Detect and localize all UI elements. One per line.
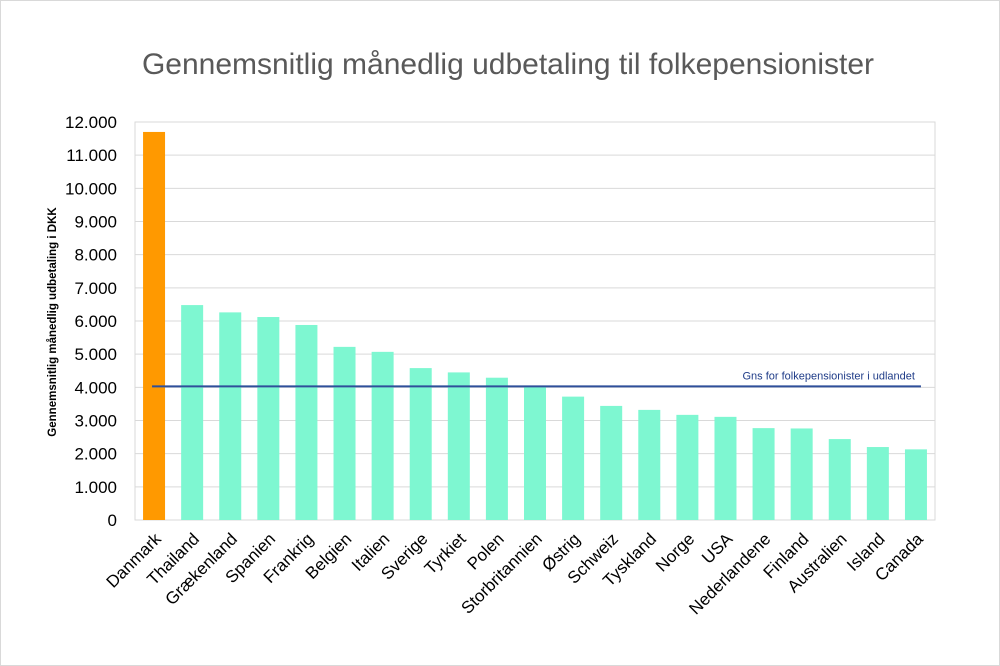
bar-thailand xyxy=(181,305,204,520)
bar-polen xyxy=(485,377,508,520)
bar-schweiz xyxy=(600,405,623,520)
bar-tyskland xyxy=(638,409,661,520)
y-axis-label: Gennemsnitlig månedlig udbetaling i DKK xyxy=(47,207,59,437)
bar-canada xyxy=(904,449,927,520)
y-tick-label: 12.000 xyxy=(65,113,117,132)
bar-østrig xyxy=(562,396,585,520)
y-tick-label: 0 xyxy=(108,511,117,530)
bar-storbritannien xyxy=(524,386,546,520)
x-tick-label: Norge xyxy=(652,529,698,575)
y-tick-label: 9.000 xyxy=(74,213,117,232)
y-tick-label: 1.000 xyxy=(74,478,117,497)
y-tick-label: 11.000 xyxy=(66,146,117,165)
x-tick-label: Tyrkiet xyxy=(421,529,470,578)
y-tick-label: 5.000 xyxy=(74,345,117,364)
bar-belgien xyxy=(333,346,356,520)
bar-usa xyxy=(714,416,737,520)
y-tick-label: 2.000 xyxy=(74,445,117,464)
bar-norge xyxy=(676,414,699,520)
bar-frankrig xyxy=(295,324,318,520)
bar-sverige xyxy=(409,368,432,520)
y-tick-label: 6.000 xyxy=(74,312,117,331)
y-tick-label: 7.000 xyxy=(74,279,117,298)
bar-tyrkiet xyxy=(447,372,470,520)
bar-spanien xyxy=(257,317,280,520)
bar-danmark xyxy=(143,131,166,520)
y-tick-label: 8.000 xyxy=(74,246,117,265)
bar-finland xyxy=(790,428,813,520)
bar-island xyxy=(866,447,889,520)
y-tick-label: 3.000 xyxy=(74,412,117,431)
y-axis-ticks: 0 1.000 2.000 3.000 4.000 5.000 6.000 7.000 8.00… xyxy=(65,113,117,530)
reference-line-label: Gns for folkepensionister i udlandet xyxy=(743,370,915,382)
bars xyxy=(143,131,927,520)
bar-grækenland xyxy=(219,312,242,520)
bar-australien xyxy=(828,439,851,520)
y-tick-label: 10.000 xyxy=(65,179,117,198)
bar-nederlandene xyxy=(752,428,775,520)
y-tick-label: 4.000 xyxy=(74,378,117,397)
x-axis-labels: DanmarkThailandGrækenlandSpanienFrankrig… xyxy=(103,529,927,618)
reference-line-group: Gns for folkepensionister i udlandet xyxy=(152,370,921,388)
chart-title: Gennemsnitlig månedlig udbetaling til fo… xyxy=(141,48,875,81)
bar-italien xyxy=(371,351,394,520)
